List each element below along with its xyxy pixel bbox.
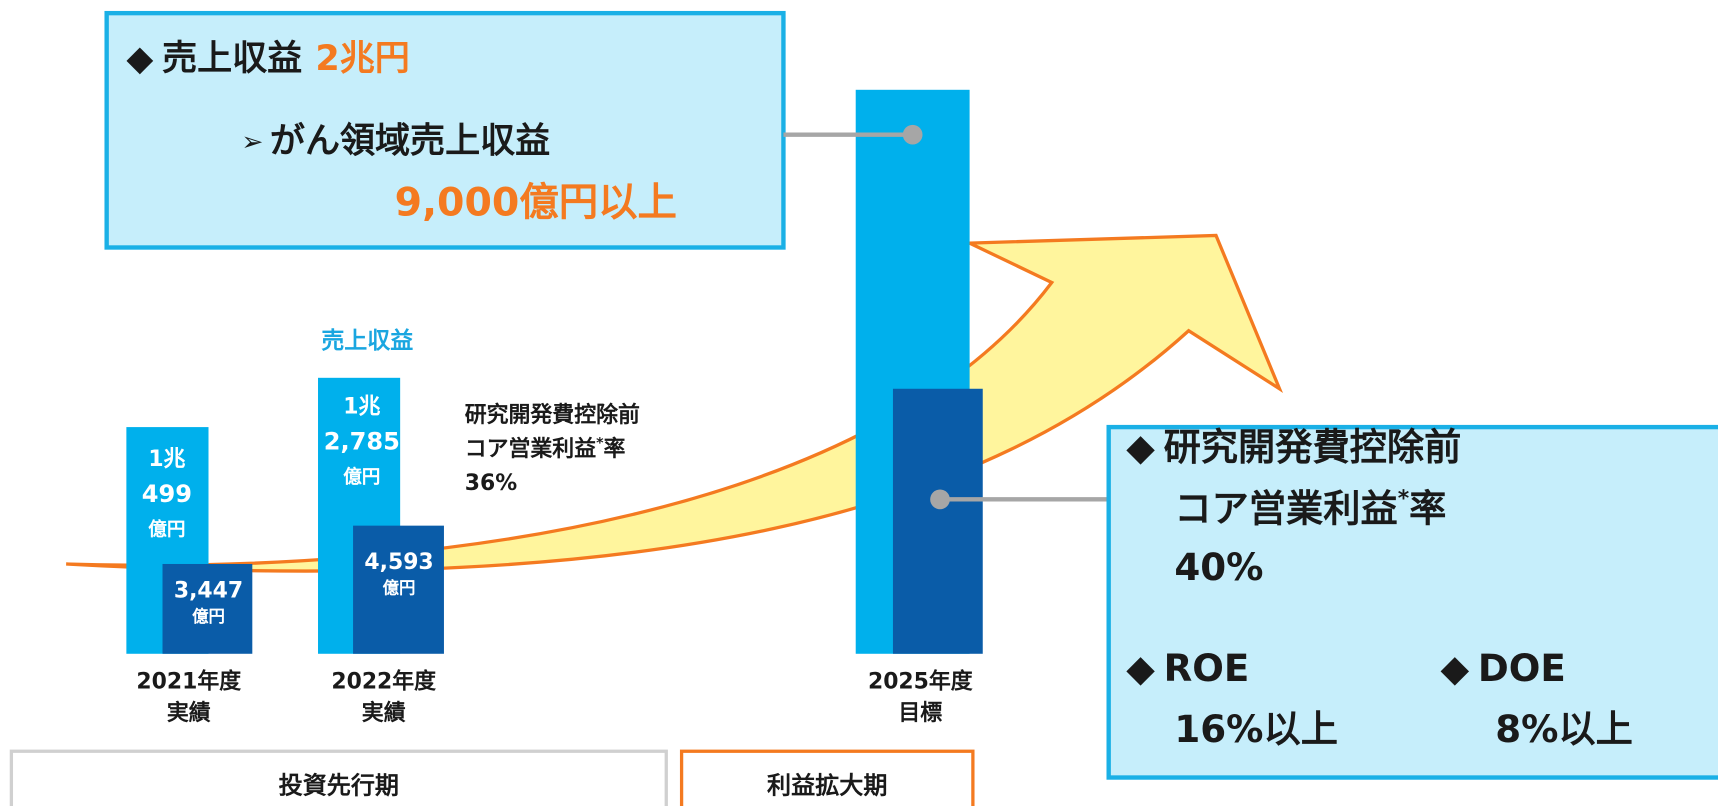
phase-label: 投資先行期	[279, 771, 399, 799]
box-line: ◆ ROE	[1126, 646, 1249, 690]
phase-label: 利益拡大期	[767, 771, 887, 799]
note-text: コア営業利益	[465, 436, 596, 462]
box-line: ◆ DOE	[1441, 646, 1566, 690]
note-text: 36%	[465, 471, 517, 496]
bar-label: 3,447	[174, 578, 243, 603]
box-text: 率	[1409, 486, 1446, 530]
bullet: ◆	[126, 38, 153, 79]
bar-label: 4,593	[364, 550, 433, 575]
box-text: 研究開発費控除前	[1164, 424, 1462, 468]
box-value: 2兆円	[315, 38, 409, 79]
bar-label: 億円	[148, 519, 185, 541]
bullet: ◆	[1126, 646, 1155, 690]
box-text: 8%以上	[1495, 707, 1633, 751]
status-label: 目標	[898, 701, 942, 726]
bullet: ➢	[241, 127, 263, 157]
box-line: ◆ 研究開発費控除前	[1126, 424, 1461, 468]
box-text: ROE	[1164, 646, 1250, 690]
status-label: 実績	[167, 700, 211, 726]
profit-bar	[353, 525, 444, 654]
note-text: 率	[604, 436, 626, 462]
note-star: *	[596, 436, 604, 452]
box-value: 9,000億円以上	[395, 179, 677, 225]
bullet: ◆	[1441, 646, 1470, 690]
growth-arrow	[66, 233, 1284, 573]
bullet: ◆	[1126, 424, 1155, 468]
revenue-label: 売上収益	[321, 327, 413, 354]
profit-bar	[892, 388, 983, 654]
year-label: 2022年度	[331, 668, 436, 694]
box-text: 40%	[1174, 545, 1263, 589]
note-text: コア営業利益*率	[465, 436, 626, 463]
box-text: 売上収益	[162, 38, 302, 79]
box-line: ◆ 売上収益 2兆円	[126, 38, 409, 79]
status-label: 実績	[362, 700, 406, 726]
profit-bar	[162, 563, 253, 654]
box-text: コア営業利益	[1174, 486, 1397, 530]
bar-label: 1兆	[343, 394, 380, 419]
target-box	[104, 10, 786, 250]
connector-dot	[930, 489, 950, 510]
phase-box	[679, 749, 975, 806]
year-label: 2025年度	[868, 668, 973, 694]
bar-label: 2,785	[324, 427, 400, 455]
box-text: DOE	[1478, 646, 1566, 690]
target-box	[1106, 424, 1718, 780]
bar-label: 億円	[192, 607, 225, 626]
year-label: 2021年度	[136, 668, 241, 694]
bar-label: 1兆	[148, 447, 185, 472]
box-line: コア営業利益*率	[1174, 486, 1446, 530]
box-line: ➢ がん領域売上収益	[241, 120, 550, 161]
bar-label: 億円	[383, 579, 416, 598]
bar-label: 億円	[343, 466, 380, 488]
box-text: がん領域売上収益	[270, 120, 550, 161]
note-star: *	[1398, 486, 1410, 511]
connector-dot	[902, 124, 923, 145]
phase-box	[9, 749, 668, 806]
box-text: 16%以上	[1174, 707, 1338, 751]
note-text: 研究開発費控除前	[465, 402, 640, 428]
bar-label: 499	[142, 480, 192, 508]
